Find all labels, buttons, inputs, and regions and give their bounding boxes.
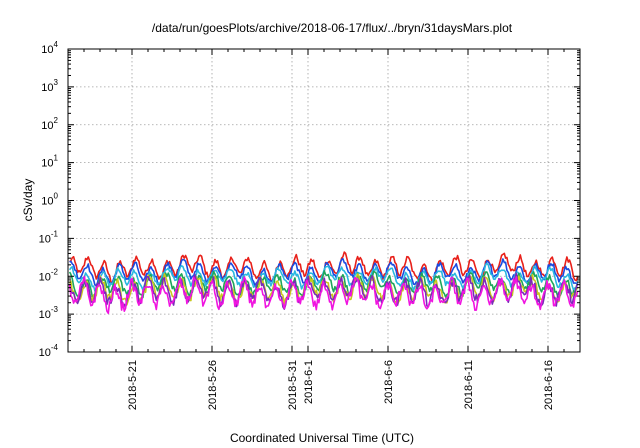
- y-tick-label: 10-3: [39, 305, 59, 321]
- y-tick-label: 10-2: [39, 267, 59, 283]
- y-tick-label: 100: [41, 192, 58, 208]
- x-tick-label: 2018-6-16: [543, 360, 555, 410]
- x-tick-label: 2018-6-11: [463, 360, 475, 409]
- x-tick-label: 2018-6-1: [303, 360, 315, 404]
- grid: [68, 49, 580, 352]
- x-axis-label: Coordinated Universal Time (UTC): [230, 431, 414, 445]
- chart-title: /data/run/goesPlots/archive/2018-06-17/f…: [152, 21, 513, 35]
- y-tick-label: 103: [41, 78, 58, 94]
- x-tick-label: 2018-5-21: [127, 360, 139, 410]
- y-axis: 10-4 10-3 10-2 10-1 100 101 102 103 104: [39, 40, 580, 359]
- x-axis: 2018-5-21 2018-5-26 2018-5-31 2018-6-1 2018-…: [83, 49, 565, 410]
- x-tick-label: 2018-5-31: [287, 360, 299, 410]
- y-tick-label: 101: [41, 154, 58, 170]
- series-layer: [68, 251, 579, 315]
- x-tick-label: 2018-6-6: [383, 360, 395, 404]
- y-tick-label: 102: [41, 116, 58, 132]
- y-tick-label: 10-4: [39, 343, 59, 359]
- y-tick-label: 10-1: [39, 229, 59, 245]
- series-line: [68, 276, 579, 315]
- x-tick-label: 2018-5-26: [207, 360, 219, 410]
- y-axis-label: cSv/day: [21, 179, 35, 222]
- y-tick-label: 104: [41, 40, 58, 56]
